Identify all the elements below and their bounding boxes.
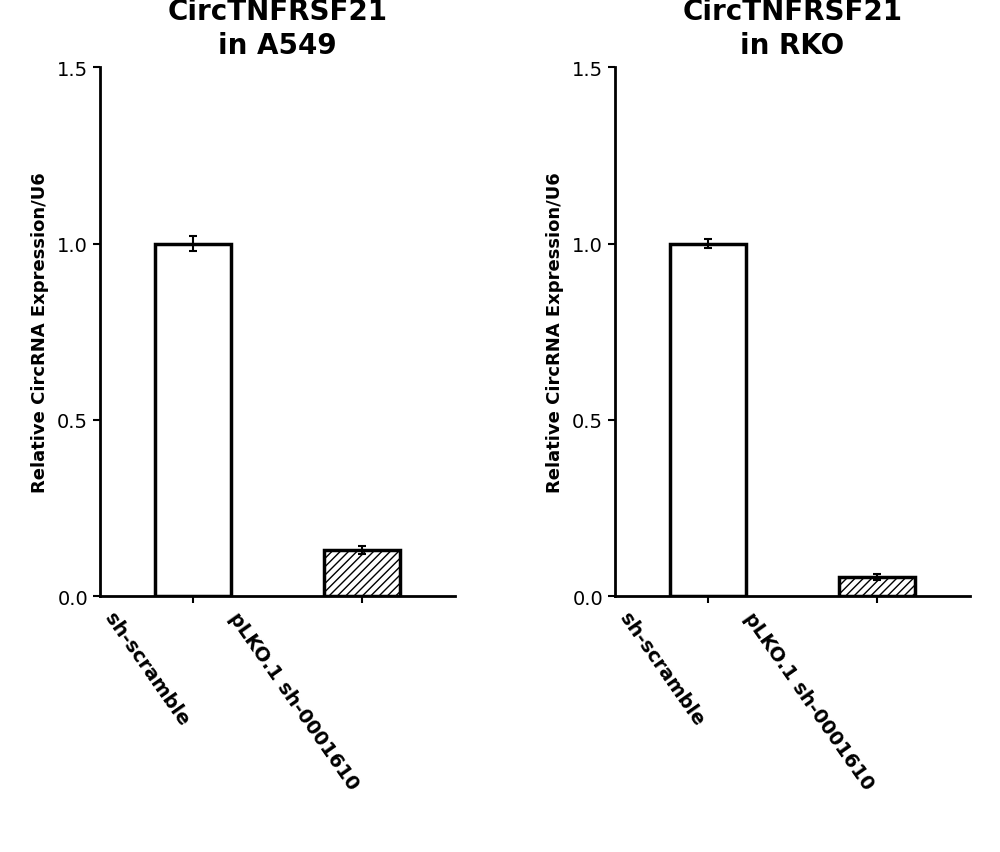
Bar	[839, 577, 915, 596]
Y-axis label: Relative CircRNA Expression/U6: Relative CircRNA Expression/U6	[31, 172, 49, 492]
Bar	[324, 550, 400, 596]
Title: CircTNFRSF21
in A549: CircTNFRSF21 in A549	[168, 0, 388, 60]
Bar	[670, 245, 746, 596]
Bar	[155, 245, 231, 596]
Y-axis label: Relative CircRNA Expression/U6: Relative CircRNA Expression/U6	[546, 172, 564, 492]
Title: CircTNFRSF21
in RKO: CircTNFRSF21 in RKO	[682, 0, 902, 60]
